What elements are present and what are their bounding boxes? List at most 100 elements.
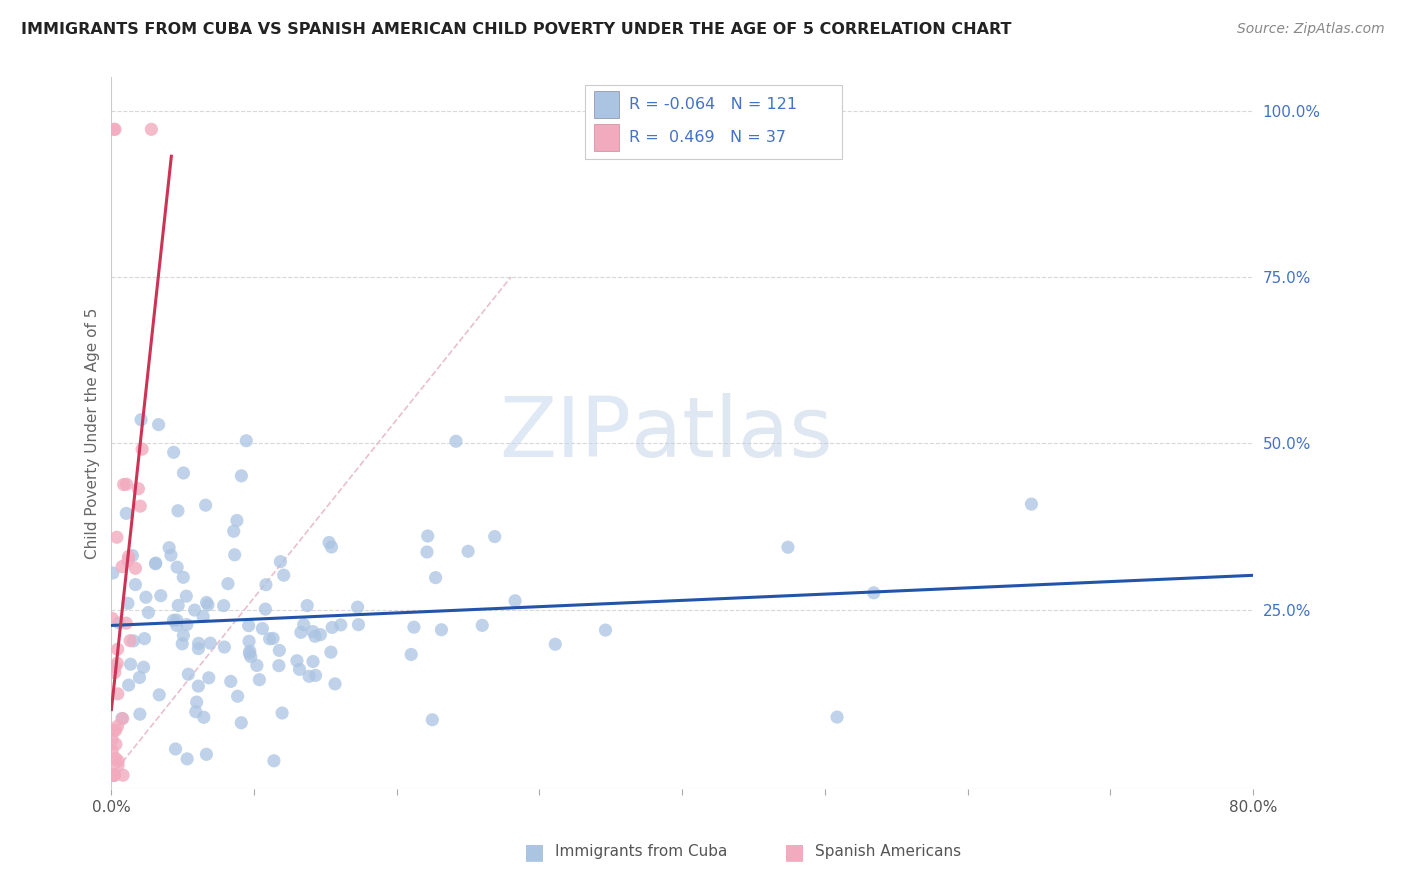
Point (195, 595, 218, 609)
Point (117, 554, 139, 568)
Text: ■: ■ (785, 842, 804, 862)
Point (484, 530, 506, 544)
Point (172, 628, 194, 642)
Point (176, 617, 198, 632)
Point (101, 768, 124, 782)
Point (107, 642, 129, 657)
Point (134, 632, 156, 646)
Point (115, 477, 138, 491)
FancyBboxPatch shape (595, 91, 620, 118)
Point (239, 644, 262, 658)
Point (288, 662, 311, 676)
Point (298, 669, 321, 683)
Point (269, 555, 291, 569)
Point (503, 594, 526, 608)
Point (194, 498, 217, 512)
Point (471, 618, 494, 632)
Point (457, 544, 479, 558)
Point (162, 613, 184, 627)
Point (176, 752, 198, 766)
Point (273, 568, 295, 582)
Point (172, 637, 194, 651)
Point (217, 576, 239, 591)
Point (321, 540, 343, 554)
Point (231, 715, 253, 730)
Point (129, 413, 152, 427)
Text: ZIP: ZIP (499, 392, 631, 474)
Point (425, 571, 447, 585)
Point (304, 668, 326, 682)
Point (347, 617, 370, 632)
Point (222, 524, 245, 539)
Point (292, 617, 315, 632)
Point (108, 615, 131, 630)
Point (267, 658, 290, 673)
Point (187, 636, 209, 650)
Point (1021, 497, 1043, 511)
Point (103, 768, 125, 782)
Point (149, 589, 172, 603)
Point (235, 434, 257, 448)
Point (269, 643, 291, 657)
Point (239, 649, 262, 664)
Point (107, 758, 129, 772)
Point (187, 641, 209, 656)
Point (399, 648, 422, 662)
Point (346, 600, 368, 615)
Point (120, 657, 142, 672)
Point (103, 768, 125, 782)
Point (135, 591, 157, 605)
Text: IMMIGRANTS FROM CUBA VS SPANISH AMERICAN CHILD POVERTY UNDER THE AGE OF 5 CORREL: IMMIGRANTS FROM CUBA VS SPANISH AMERICAN… (21, 22, 1011, 37)
Point (131, 442, 153, 456)
Point (862, 586, 884, 600)
Point (321, 620, 343, 634)
Point (117, 596, 139, 610)
Point (111, 712, 134, 726)
Point (402, 620, 425, 634)
Point (246, 658, 269, 673)
Point (117, 549, 139, 564)
Point (105, 530, 128, 544)
Point (157, 541, 180, 555)
Point (120, 633, 142, 648)
Point (103, 768, 125, 782)
Point (224, 548, 246, 562)
Point (124, 561, 146, 575)
Point (117, 678, 139, 692)
Point (167, 599, 190, 613)
Point (104, 659, 127, 673)
Point (252, 622, 274, 636)
Point (103, 768, 125, 782)
Point (112, 768, 135, 782)
Point (101, 744, 124, 758)
Point (104, 751, 127, 765)
Point (128, 671, 150, 685)
Point (304, 629, 326, 643)
Point (247, 673, 270, 687)
FancyBboxPatch shape (595, 124, 620, 151)
Point (101, 566, 124, 580)
Point (183, 603, 205, 617)
Text: Immigrants from Cuba: Immigrants from Cuba (555, 845, 728, 859)
Point (172, 466, 194, 480)
Point (107, 754, 129, 768)
Point (128, 707, 150, 722)
Point (271, 706, 294, 720)
Point (166, 560, 188, 574)
Point (167, 504, 190, 518)
Point (290, 625, 312, 640)
Point (186, 695, 208, 709)
Point (104, 723, 127, 738)
Point (263, 754, 285, 768)
Point (444, 434, 467, 449)
Point (254, 602, 277, 616)
Point (416, 545, 439, 559)
Point (323, 677, 346, 691)
Point (195, 747, 218, 762)
Text: Source: ZipAtlas.com: Source: ZipAtlas.com (1237, 22, 1385, 37)
FancyBboxPatch shape (585, 85, 842, 160)
Point (187, 679, 209, 693)
Point (595, 623, 617, 637)
Text: R =  0.469   N = 37: R = 0.469 N = 37 (628, 129, 786, 145)
Point (214, 640, 236, 654)
